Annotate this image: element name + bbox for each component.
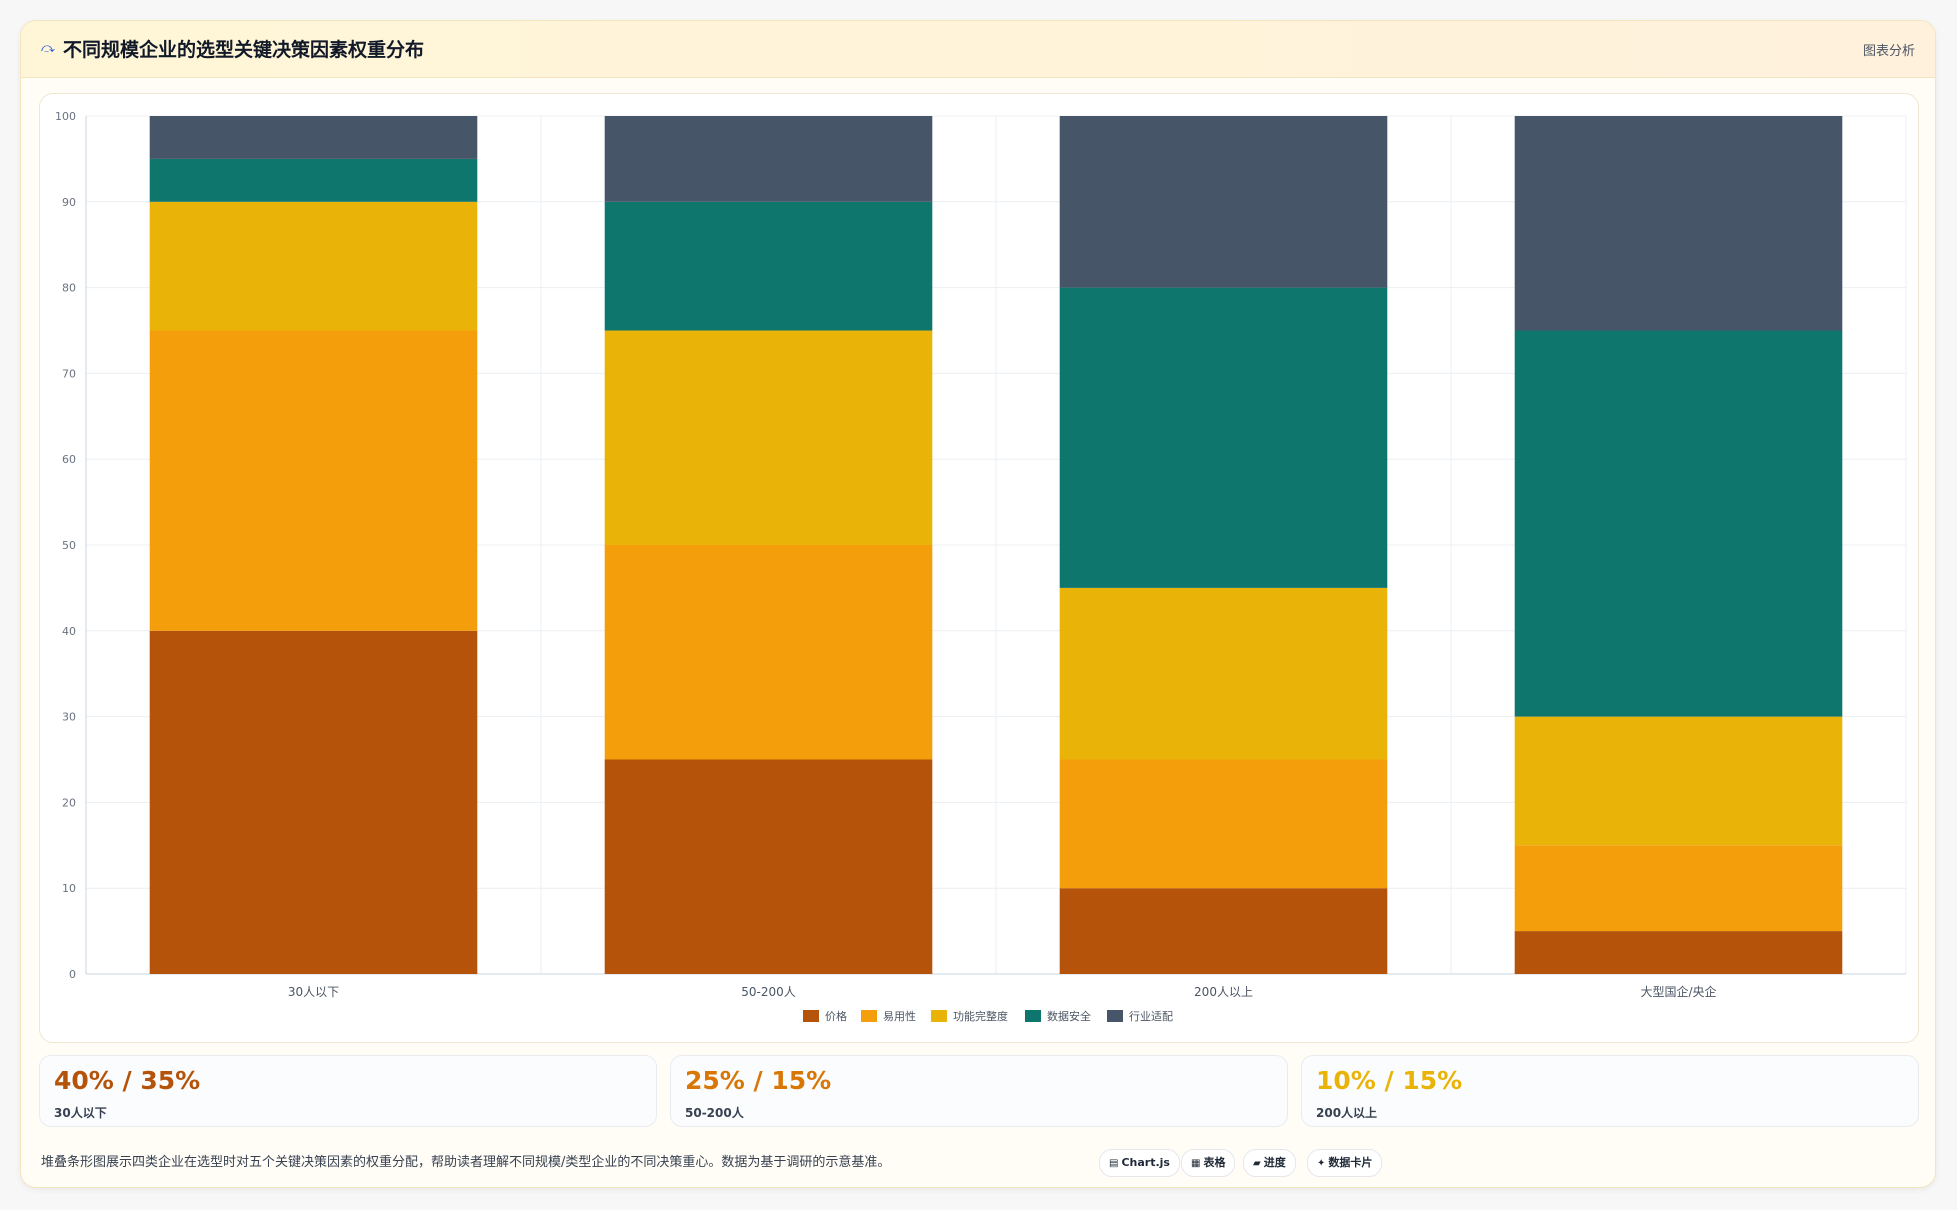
y-tick-label: 100 xyxy=(55,110,76,123)
bar-segment xyxy=(149,630,478,974)
stat-value: 10% / 15% xyxy=(1316,1066,1463,1095)
legend-entry: 数据安全 xyxy=(1047,1009,1091,1023)
bar-segment xyxy=(149,330,478,631)
bar-segment xyxy=(604,330,933,545)
pill-table[interactable]: ▦ 表格 xyxy=(1181,1149,1236,1177)
chart-card: ⤼ 不同规模企业的选型关键决策因素权重分布 图表分析 0 10 20 30 40 50 60… xyxy=(20,20,1936,1188)
legend-swatch xyxy=(931,1010,947,1022)
page-title: 不同规模企业的选型关键决策因素权重分布 xyxy=(63,39,425,61)
y-tick-label: 60 xyxy=(62,453,76,466)
y-tick-label: 30 xyxy=(62,711,76,724)
y-tick-label: 80 xyxy=(62,282,76,295)
bar-segment xyxy=(1514,330,1843,717)
stat-card-2: 25% / 15% 50-200人 xyxy=(670,1055,1288,1127)
bar-segment xyxy=(1514,931,1843,974)
bar-segment xyxy=(149,116,478,159)
bar-segment xyxy=(1059,116,1388,288)
chart-icon: ▤ xyxy=(1109,1158,1119,1169)
progress-icon: ▰ xyxy=(1253,1158,1261,1169)
stat-label: 30人以下 xyxy=(54,1106,107,1120)
legend-entry: 功能完整度 xyxy=(953,1009,1008,1023)
bar-segment xyxy=(1059,888,1388,974)
bar-segment xyxy=(1514,716,1843,846)
y-tick-label: 90 xyxy=(62,196,76,209)
legend-swatch xyxy=(1107,1010,1123,1022)
x-tick-label: 30人以下 xyxy=(288,985,339,999)
x-tick-label: 50-200人 xyxy=(741,985,796,999)
stat-label: 50-200人 xyxy=(685,1106,744,1120)
bar-segment xyxy=(1059,759,1388,889)
y-tick-label: 20 xyxy=(62,796,76,809)
stat-value: 25% / 15% xyxy=(685,1066,832,1095)
data-card-icon: ✦ xyxy=(1317,1158,1326,1169)
chart-analysis-tag[interactable]: 图表分析 xyxy=(1862,44,1915,59)
card-header: ⤼ 不同规模企业的选型关键决策因素权重分布 图表分析 xyxy=(21,21,1935,78)
x-tick-label: 200人以上 xyxy=(1194,985,1253,999)
stat-value: 40% / 35% xyxy=(54,1066,201,1095)
pill-chartjs[interactable]: ▤ Chart.js xyxy=(1099,1149,1180,1177)
bar-segment xyxy=(604,759,933,974)
bar-segment xyxy=(1059,587,1388,760)
legend-entry: 价格 xyxy=(825,1009,847,1023)
pill-data-card[interactable]: ✦ 数据卡片 xyxy=(1307,1149,1383,1177)
legend-swatch xyxy=(861,1010,877,1022)
bar-segment xyxy=(1514,845,1843,932)
table-icon: ▦ xyxy=(1191,1158,1201,1169)
pill-label: 表格 xyxy=(1203,1156,1226,1169)
bar-segment xyxy=(149,201,478,331)
chart-panel: 0 10 20 30 40 50 60 70 80 90 100 30人以下 50-200人 200人以上… xyxy=(39,93,1919,1043)
pill-label: 数据卡片 xyxy=(1328,1156,1373,1169)
stacked-bar-chart: 0 10 20 30 40 50 60 70 80 90 100 30人以下 50-200人 200人以上… xyxy=(55,110,1907,1023)
stat-cards: 40% / 35% 30人以下 25% / 15% 50-200人 10% / … xyxy=(39,1055,1919,1129)
bar-segment xyxy=(604,201,933,331)
legend-swatch xyxy=(1025,1010,1041,1022)
card-footer: 堆叠条形图展示四类企业在选型时对五个关键决策因素的权重分配，帮助读者理解不同规模… xyxy=(39,1143,1919,1177)
bar-segment xyxy=(1514,116,1843,331)
bar-segment xyxy=(1059,287,1388,588)
stat-card-1: 40% / 35% 30人以下 xyxy=(39,1055,657,1127)
legend-entry: 易用性 xyxy=(883,1009,916,1023)
x-tick-label: 大型国企/央企 xyxy=(1640,984,1716,999)
bar-segment xyxy=(604,116,933,202)
y-tick-label: 10 xyxy=(62,882,76,895)
bar-segment xyxy=(604,545,933,760)
stat-label: 200人以上 xyxy=(1316,1106,1378,1120)
stat-card-3: 10% / 15% 200人以上 xyxy=(1301,1055,1919,1127)
y-tick-label: 0 xyxy=(69,968,76,981)
bar-segment xyxy=(149,158,478,202)
legend-entry: 行业适配 xyxy=(1129,1010,1173,1023)
y-tick-label: 70 xyxy=(62,367,76,380)
y-tick-label: 40 xyxy=(62,625,76,638)
pill-label: Chart.js xyxy=(1121,1156,1170,1169)
chart-description: 堆叠条形图展示四类企业在选型时对五个关键决策因素的权重分配，帮助读者理解不同规模… xyxy=(41,1155,891,1170)
pill-label: 进度 xyxy=(1263,1156,1286,1169)
chart-line-icon: ⤼ xyxy=(41,41,55,56)
pill-progress[interactable]: ▰ 进度 xyxy=(1243,1149,1296,1177)
y-tick-label: 50 xyxy=(62,539,76,552)
legend-swatch xyxy=(803,1010,819,1022)
